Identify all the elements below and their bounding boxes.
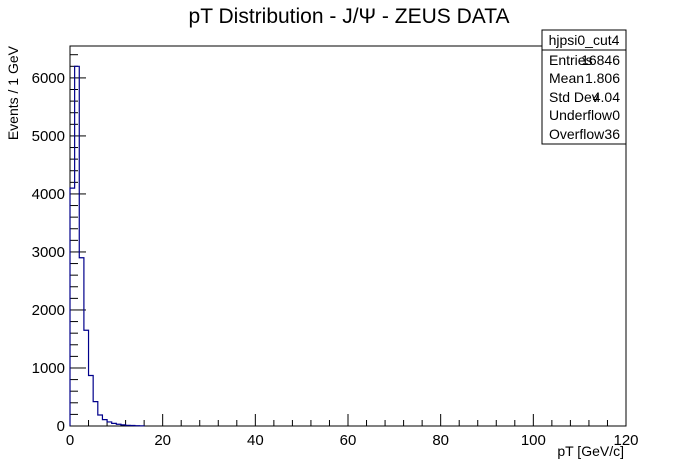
stats-box: hjpsi0_cut4 Entries 16846 Mean 1.806 Std… xyxy=(541,29,627,145)
y-tick-label: 6000 xyxy=(32,70,65,87)
stats-label-std-dev: Std Dev xyxy=(549,89,599,105)
x-tick-label: 80 xyxy=(432,432,449,449)
chart-title: pT Distribution - J/Ψ - ZEUS DATA xyxy=(189,5,510,28)
stats-label-underflow: Underflow xyxy=(549,107,613,123)
x-axis-label: pT [GeV/c] xyxy=(557,443,624,459)
x-tick-label: 20 xyxy=(154,432,171,449)
stats-box-title: hjpsi0_cut4 xyxy=(549,32,620,48)
histogram-bins xyxy=(70,66,144,426)
histogram-bin xyxy=(107,422,112,426)
histogram-bin xyxy=(79,258,84,426)
stats-value-entries: 16846 xyxy=(581,52,620,68)
stats-value-overflow: 36 xyxy=(604,126,620,142)
x-axis: 0 20 40 60 80 100 120 xyxy=(66,414,639,449)
y-tick-label: 5000 xyxy=(32,128,65,145)
stats-label-overflow: Overflow xyxy=(549,126,605,142)
histogram-bin xyxy=(89,376,94,426)
histogram-bin xyxy=(70,188,75,426)
y-tick-label: 1000 xyxy=(32,360,65,377)
histogram-bin xyxy=(102,420,107,426)
stats-box-frame xyxy=(541,29,627,145)
stats-label-mean: Mean xyxy=(549,70,584,86)
y-tick-label: 0 xyxy=(57,418,65,435)
histogram-bin xyxy=(98,415,103,426)
stats-value-mean: 1.806 xyxy=(585,70,620,86)
stats-label-entries: Entries xyxy=(549,52,593,68)
y-axis-label: Events / 1 GeV xyxy=(5,45,21,140)
y-tick-label: 2000 xyxy=(32,302,65,319)
x-tick-label: 0 xyxy=(66,432,74,449)
y-tick-label: 4000 xyxy=(32,186,65,203)
histogram-bin xyxy=(93,402,98,426)
y-tick-label: 3000 xyxy=(32,244,65,261)
x-tick-label: 40 xyxy=(247,432,264,449)
x-tick-label: 100 xyxy=(521,432,546,449)
x-tick-label: 120 xyxy=(613,432,638,449)
stats-value-std-dev: 4.04 xyxy=(593,89,620,105)
stats-value-underflow: 0 xyxy=(612,107,620,123)
x-tick-label: 60 xyxy=(340,432,357,449)
y-axis: 0 1000 2000 3000 4000 5000 6000 xyxy=(32,54,86,435)
histogram-bin xyxy=(84,330,89,426)
histogram-series-line xyxy=(69,65,145,427)
histogram-bin xyxy=(75,66,80,426)
